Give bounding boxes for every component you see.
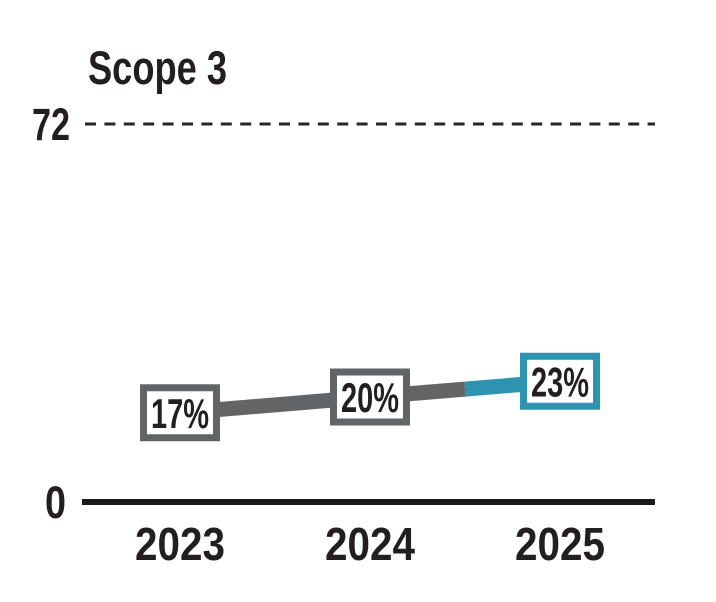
data-point-label: 17%	[151, 390, 209, 437]
data-point-boxes: 17% 20% 23%	[140, 352, 600, 442]
data-point-box	[520, 352, 600, 410]
chart-title: Scope 3	[88, 41, 227, 94]
x-axis-label: 2024	[325, 518, 415, 570]
x-axis-label: 2023	[135, 518, 225, 570]
y-tick-label-max: 72	[32, 99, 70, 150]
x-axis-label: 2025	[515, 518, 605, 570]
data-point-label: 20%	[341, 374, 399, 421]
y-tick-label-zero: 0	[45, 477, 66, 528]
data-point-box	[330, 368, 410, 426]
x-axis-labels: 2023 2024 2025	[135, 518, 605, 570]
data-point-box	[140, 384, 220, 442]
data-point-label: 23%	[531, 358, 589, 405]
